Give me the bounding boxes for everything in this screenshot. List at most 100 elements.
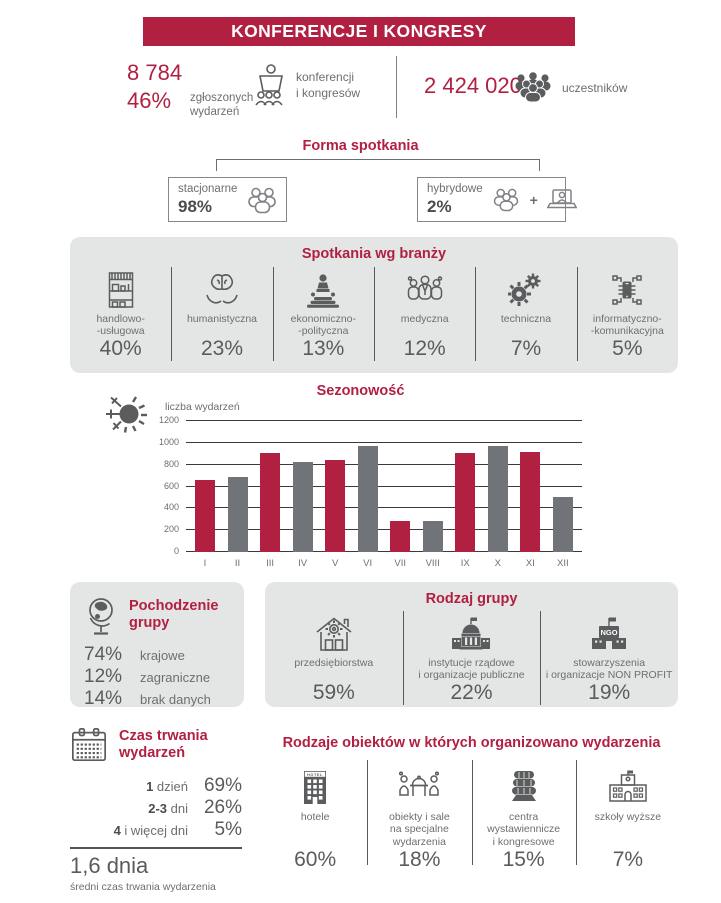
duration-average: 1,6 dnia <box>70 853 149 878</box>
gridline-1200: 1200 <box>159 415 582 425</box>
xtick-IV: IV <box>298 558 308 569</box>
xtick-VIII: VIII <box>425 558 440 569</box>
seasonality-xlabels: I II III IV V VI VII VIII IX X XI XII <box>186 558 582 569</box>
people-group-icon <box>245 186 279 214</box>
bar-II <box>227 476 248 552</box>
venue-value: 18% <box>398 848 441 871</box>
ytick-label: 1200 <box>158 415 179 425</box>
duration-row: 1 dzień 69% <box>79 775 242 797</box>
origin-value: 12% <box>84 666 123 687</box>
duration-value: 69% <box>203 775 242 796</box>
bar-IX <box>455 453 476 552</box>
duration-unit: dzień <box>153 779 188 794</box>
venue-col-special: obiekty i sale na specjalne wydarzenia 1… <box>367 758 471 877</box>
page-title: KONFERENCJE I KONGRESY <box>143 17 575 46</box>
industry-value: 13% <box>302 337 345 360</box>
group-type-grid: przedsiębiorstwa 59% <box>265 608 678 705</box>
bar-VI <box>357 446 378 552</box>
meeting-form-title: Forma spotkania <box>302 138 419 154</box>
gridline-200: 200 <box>164 524 582 534</box>
university-icon <box>606 761 650 811</box>
bar-III <box>260 452 281 552</box>
event-table-icon <box>397 761 441 811</box>
speaker-podium-icon <box>305 267 341 313</box>
people-group-icon <box>491 187 521 212</box>
ytick-label: 400 <box>163 502 179 513</box>
venue-label: centra wystawiennicze i kongresowe <box>487 811 561 848</box>
calendar-icon <box>70 726 108 764</box>
group-col-companies: przedsiębiorstwa 59% <box>265 608 403 710</box>
exhibition-center-icon <box>505 761 543 811</box>
stats-divider <box>396 56 397 118</box>
ytick-label: 800 <box>163 458 179 469</box>
duration-days: 1 <box>146 779 154 794</box>
globe-icon <box>84 595 120 637</box>
bar-XII <box>552 496 573 552</box>
industry-label: ekonomiczno- -polityczna <box>290 313 357 338</box>
duration-row: 2-3 dni 26% <box>79 797 242 819</box>
venues-section: Rodzaje obiektów w których organizowano … <box>263 735 680 874</box>
gridline-400: 400 <box>164 502 582 512</box>
ytick-label: 1000 <box>158 436 179 447</box>
ytick-label: 200 <box>163 524 179 535</box>
brain-hands-icon <box>203 267 241 313</box>
industry-value: 40% <box>99 337 142 360</box>
xtick-V: V <box>331 558 339 569</box>
industry-value: 23% <box>200 337 243 360</box>
venue-label: szkoły wyższe <box>594 811 662 823</box>
xtick-XI: XI <box>525 558 535 569</box>
stationary-value: 98% <box>178 196 213 216</box>
industry-value: 5% <box>612 337 643 360</box>
group-value: 59% <box>312 680 355 704</box>
xtick-I: I <box>203 558 207 569</box>
events-number: 8 784 <box>127 60 183 85</box>
group-label: instytucje rządowe i organizacje publicz… <box>418 657 525 682</box>
svg-text:HOTEL: HOTEL <box>307 773 323 777</box>
xtick-VII: VII <box>394 558 406 569</box>
xtick-X: X <box>494 558 501 569</box>
group-col-ngo: NGO stowarzyszenia i organizacje NON PRO… <box>540 608 678 710</box>
bracket-connector <box>216 159 540 171</box>
group-value: 22% <box>450 680 493 704</box>
venue-col-hotels: HOTEL hotele 60% <box>263 758 367 877</box>
svg-text:NGO: NGO <box>601 628 618 637</box>
origin-rows: 74% krajowe 12% zagraniczne 14% brak dan… <box>84 644 236 710</box>
bar-I <box>195 479 215 552</box>
group-value: 19% <box>588 680 631 704</box>
stationary-label: stacjonarne <box>178 183 238 196</box>
duration-divider <box>70 847 242 849</box>
xtick-IX: IX <box>460 558 470 569</box>
duration-unit: dni <box>167 801 188 816</box>
gears-icon <box>507 267 544 313</box>
duration-rows: 1 dzień 69% 2-3 dni 26% 4 i więcej dni 5… <box>79 775 242 841</box>
industry-label: humanistyczna <box>186 313 258 325</box>
venue-col-exhibition: centra wystawiennicze i kongresowe 15% <box>471 758 576 877</box>
venues-grid: HOTEL hotele 60% <box>263 758 680 874</box>
duration-section: Czas trwania wydarzeń 1 dzień 69% 2-3 dn… <box>70 726 242 893</box>
hybrid-label: hybrydowe <box>427 183 483 196</box>
events-label: konferencji i kongresów <box>296 70 361 100</box>
duration-value: 26% <box>203 797 242 818</box>
gridline-600: 600 <box>164 481 582 491</box>
podium-speaker-audience-icon <box>248 62 288 106</box>
origin-value: 14% <box>84 688 123 709</box>
origin-label: zagraniczne <box>140 670 211 685</box>
venue-label: obiekty i sale na specjalne wydarzenia <box>389 811 450 848</box>
gridline-0: 0 <box>174 546 582 556</box>
company-house-gear-icon <box>313 611 355 657</box>
industries-title: Spotkania wg branży <box>301 246 447 262</box>
plus-sign: + <box>529 191 538 208</box>
venue-col-universities: szkoły wyższe 7% <box>575 758 680 877</box>
bar-VIII <box>422 520 443 552</box>
duration-days: 2-3 <box>148 801 168 816</box>
events-percent-caption: zgłoszonych wydarzeń <box>190 92 254 119</box>
venue-value: 7% <box>612 848 644 871</box>
hotel-icon: HOTEL <box>300 761 330 811</box>
industries-grid: handlowo- -usługowa 40% humanistyczna 23… <box>70 264 678 362</box>
industry-label: medyczna <box>400 313 449 325</box>
ngo-flag-building-icon: NGO <box>587 611 631 657</box>
origin-row: 14% brak danych <box>84 688 236 710</box>
origin-title: Pochodzenie grupy <box>129 598 219 631</box>
government-building-icon <box>449 611 493 657</box>
industry-col-technical: techniczna 7% <box>475 264 576 366</box>
